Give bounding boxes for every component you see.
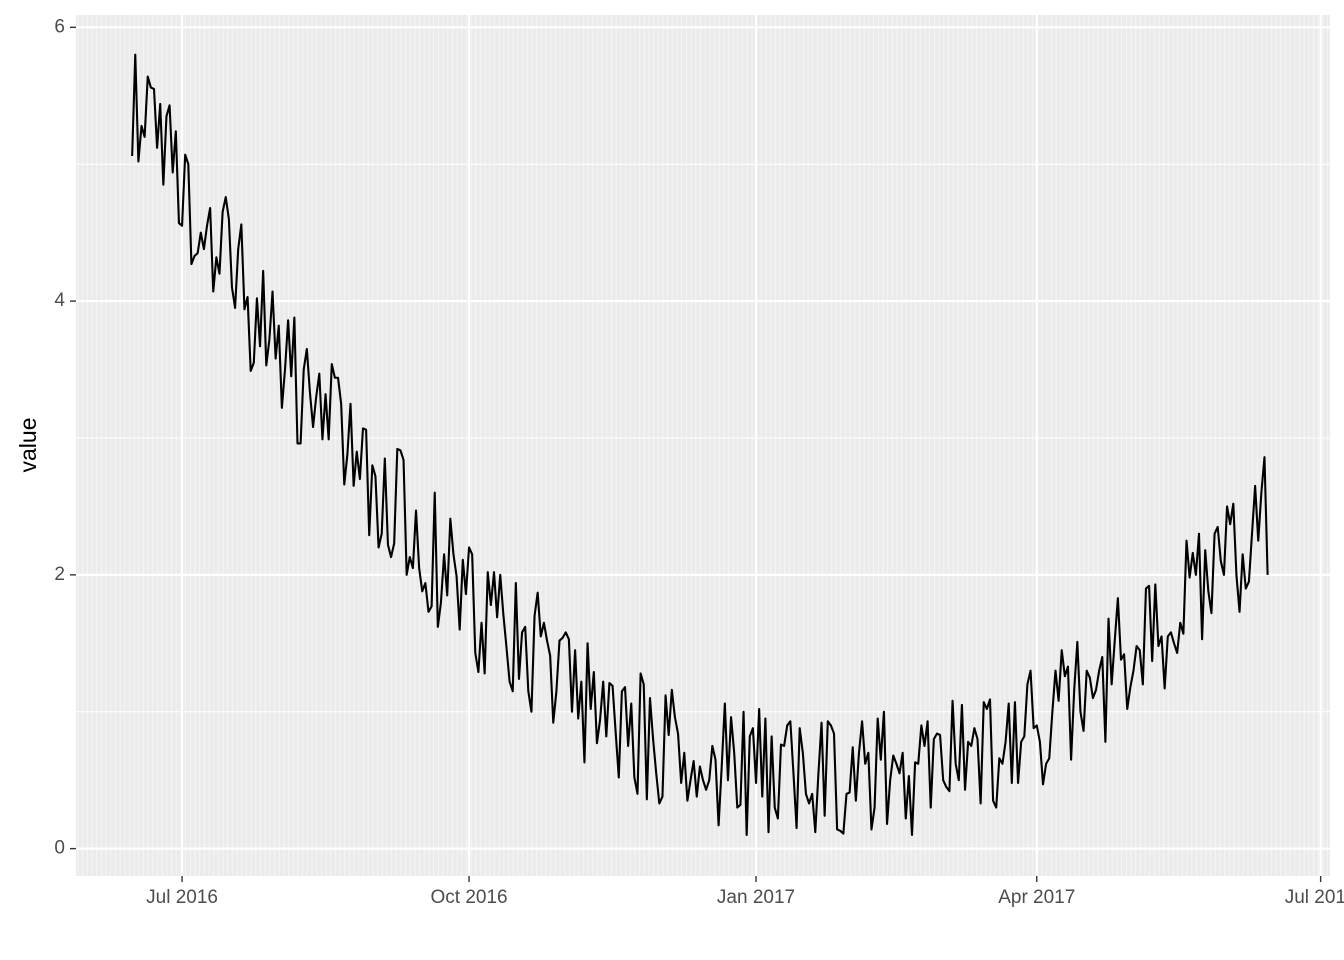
x-tick-label: Apr 2017 — [998, 887, 1075, 908]
data-line — [131, 53, 1269, 836]
y-axis-title: value — [15, 418, 41, 473]
y-tick-label: 2 — [54, 564, 65, 585]
grid — [76, 15, 1330, 876]
marks — [131, 53, 1269, 836]
axes: 0 2 4 6 Jul 2016 Oct 2016 Jan 2017 Apr 2017 Jul … — [54, 16, 1344, 908]
x-tick-label: Jan 2017 — [717, 887, 795, 908]
minor-grid-x — [76, 15, 1330, 876]
x-tick-label: Jul 2016 — [146, 887, 218, 908]
x-tick-label: Oct 2016 — [430, 887, 507, 908]
y-tick-label: 6 — [54, 16, 65, 37]
y-tick-label: 0 — [54, 838, 65, 859]
y-tick-label: 4 — [54, 290, 65, 311]
x-tick-label: Jul 2017 — [1285, 887, 1344, 908]
